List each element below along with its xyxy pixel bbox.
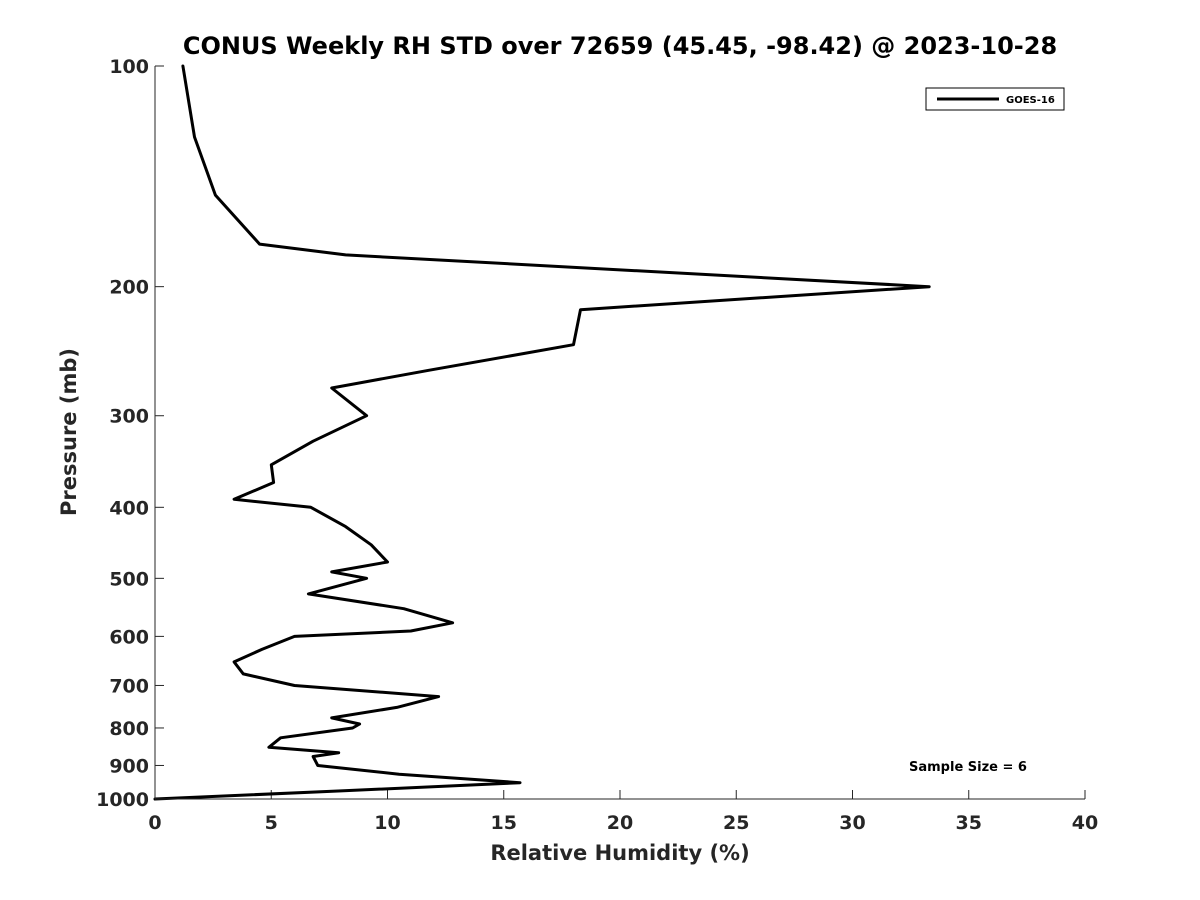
goes-16-series-line — [153, 64, 931, 801]
y-tick-label: 800 — [109, 718, 149, 740]
legend-entry-goes-16: GOES-16 — [1006, 95, 1055, 106]
y-tick-label: 500 — [109, 568, 149, 590]
y-tick-label: 1000 — [96, 789, 149, 811]
y-tick-label: 900 — [109, 755, 149, 777]
x-tick-label: 0 — [148, 812, 161, 834]
x-tick-label: 5 — [265, 812, 278, 834]
chart-title: CONUS Weekly RH STD over 72659 (45.45, -… — [183, 32, 1057, 60]
legend: GOES-16 — [925, 87, 1065, 111]
x-tick-label: 15 — [491, 812, 517, 834]
sample-size-annotation: Sample Size = 6 — [909, 760, 1027, 775]
x-tick-label: 25 — [723, 812, 749, 834]
y-tick-label: 600 — [109, 626, 149, 648]
y-tick-label: 100 — [109, 56, 149, 78]
x-tick-label: 20 — [607, 812, 633, 834]
x-axis-label: Relative Humidity (%) — [490, 841, 749, 865]
y-tick-label: 300 — [109, 406, 149, 428]
x-tick-label: 10 — [374, 812, 400, 834]
x-tick-label: 40 — [1072, 812, 1098, 834]
y-axis-label: Pressure (mb) — [57, 348, 81, 516]
x-tick-label: 30 — [839, 812, 865, 834]
x-axis-ticks: 0 5 10 15 20 25 30 35 40 — [148, 790, 1098, 834]
y-tick-label: 700 — [109, 675, 149, 697]
y-tick-label: 200 — [109, 277, 149, 299]
y-tick-label: 400 — [109, 497, 149, 519]
x-tick-label: 35 — [956, 812, 982, 834]
y-axis-ticks: 100 200 300 400 500 600 700 800 900 1000 — [96, 56, 164, 811]
